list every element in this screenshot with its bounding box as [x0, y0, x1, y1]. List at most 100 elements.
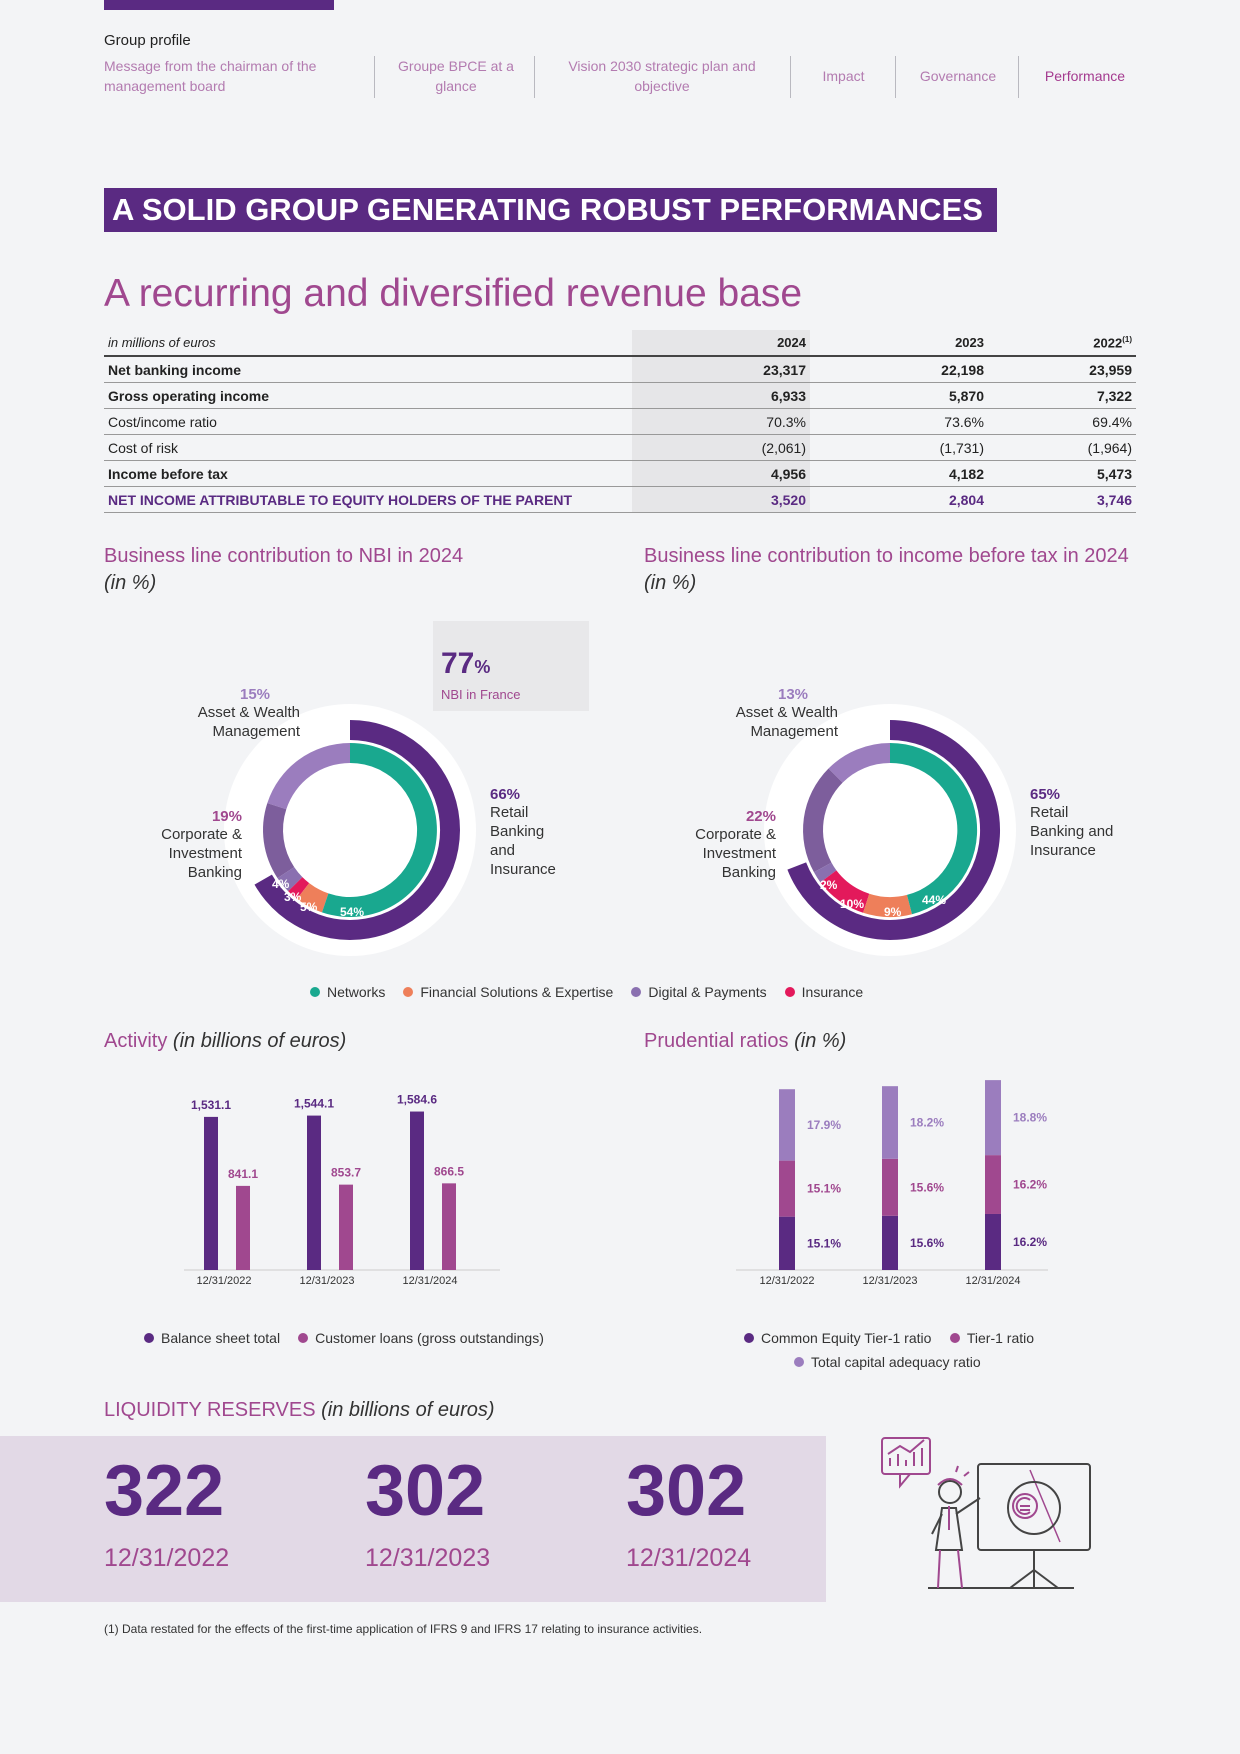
bar-value-label: 17.9% — [807, 1118, 841, 1132]
inner-label-fse: 5% — [300, 900, 318, 914]
bar-balance-sheet — [204, 1116, 218, 1270]
inner-label-networks: 54% — [340, 905, 364, 919]
nav-vision-2030[interactable]: Vision 2030 strategic plan and objective — [568, 58, 756, 94]
table-row: Income before tax 4,956 4,182 5,473 — [104, 460, 1136, 487]
bar-customer-loans — [339, 1184, 353, 1270]
table-row: Cost/income ratio 70.3% 73.6% 69.4% — [104, 408, 1136, 435]
table-row: Cost of risk (2,061) (1,731) (1,964) — [104, 434, 1136, 461]
inner-label-networks: 44% — [922, 893, 946, 907]
bar-balance-sheet — [307, 1115, 321, 1270]
nav-divider — [534, 56, 535, 98]
bar-value-label: 18.2% — [910, 1115, 944, 1129]
globe-icon — [1007, 1481, 1061, 1535]
footnote: (1) Data restated for the effects of the… — [104, 1622, 703, 1636]
ibt-cib-label: Corporate & Investment Banking — [695, 826, 776, 881]
table-header-row: in millions of euros 2024 2023 2022(1) — [104, 330, 1136, 357]
bar-value-label: 866.5 — [434, 1164, 464, 1178]
bar-cet1 — [985, 1213, 1001, 1270]
inner-label-insurance: 10% — [840, 897, 864, 911]
top-accent-bar — [104, 0, 334, 10]
bar-value-label: 1,584.6 — [397, 1093, 437, 1107]
nbi-cib-annotation: 19% Corporate & Investment Banking — [130, 808, 242, 882]
inner-label-insurance: 3% — [284, 890, 302, 904]
legend-total-capital: Total capital adequacy ratio — [794, 1354, 981, 1370]
legend-networks: Networks — [310, 984, 385, 1000]
nbi-chart-title: Business line contribution to NBI in 202… — [104, 545, 464, 594]
ibt-awm-annotation: 13% Asset & Wealth Management — [688, 686, 838, 741]
liquidity-date-2023: 12/31/2023 — [365, 1544, 491, 1572]
nbi-cib-pct: 19% — [211, 808, 242, 825]
bar-value-label: 853.7 — [331, 1166, 361, 1180]
inner-ring-awm — [828, 743, 890, 783]
liquidity-value-2023: 302 — [365, 1451, 486, 1531]
france-callout-label: NBI in France — [441, 687, 521, 702]
inner-ring-insurance — [820, 870, 870, 913]
inner-ring-fse — [297, 883, 329, 913]
x-tick-label: 12/31/2023 — [862, 1275, 917, 1287]
x-tick-label: 12/31/2024 — [965, 1275, 1020, 1287]
liquidity-value-2024: 302 — [626, 1451, 747, 1531]
activity-legend: Balance sheet total Customer loans (gros… — [144, 1330, 544, 1346]
bar-value-label: 15.1% — [807, 1182, 841, 1196]
table-row: Net banking income 23,317 22,198 23,959 — [104, 356, 1136, 383]
bar-value-label: 15.6% — [910, 1180, 944, 1194]
ibt-rbi-annotation: 65% Retail Banking and Insurance — [1030, 786, 1120, 860]
inner-ring-networks — [322, 743, 437, 917]
x-tick-label: 12/31/2023 — [299, 1275, 354, 1287]
bar-tier1 — [985, 1155, 1001, 1214]
inner-ring-digital — [277, 867, 303, 892]
legend-dot — [949, 1333, 960, 1343]
chart-bubble-icon — [881, 1437, 931, 1489]
x-tick-label: 12/31/2024 — [402, 1275, 457, 1287]
inner-ring-cib — [263, 803, 295, 879]
bar-customer-loans — [442, 1183, 456, 1270]
inner-ring-networks — [890, 742, 978, 915]
bar-value-label: 1,531.1 — [191, 1098, 231, 1112]
donut-legend: Networks Financial Solutions & Expertise… — [310, 984, 863, 1000]
presenter-illustration — [881, 1437, 1091, 1589]
bar-value-label: 15.1% — [807, 1236, 841, 1250]
ibt-chart-title: Business line contribution to income bef… — [644, 545, 1129, 594]
table-row-net-income: NET INCOME ATTRIBUTABLE TO EQUITY HOLDER… — [104, 486, 1136, 513]
nbi-awm-annotation: 15% Asset & Wealth Management — [150, 686, 300, 741]
bar-value-label: 15.6% — [910, 1236, 944, 1250]
ibt-cib-pct: 22% — [745, 808, 776, 825]
legend-insurance: Insurance — [784, 984, 863, 1000]
legend-dot — [631, 987, 642, 997]
nav-chairman-message[interactable]: Message from the chairman of the managem… — [104, 58, 317, 94]
legend-tier1: Tier-1 ratio — [949, 1330, 1034, 1346]
col-2022: 2022(1) — [988, 330, 1136, 357]
bar-total-capital — [985, 1080, 1001, 1156]
bar-total-capital — [882, 1086, 898, 1159]
legend-dot — [744, 1333, 754, 1343]
col-2024: 2024 — [632, 330, 810, 357]
nav-at-a-glance[interactable]: Groupe BPCE at a glance — [398, 58, 514, 94]
ibt-cib-annotation: 22% Corporate & Investment Banking — [664, 808, 776, 882]
unit-label: in millions of euros — [104, 330, 632, 357]
bar-tier1 — [779, 1160, 795, 1217]
board-frame — [977, 1463, 1091, 1551]
bar-value-label: 18.8% — [1013, 1111, 1047, 1125]
nbi-rbi-annotation: 66% Retail Banking and Insurance — [490, 786, 570, 879]
nav-impact[interactable]: Impact — [822, 68, 865, 84]
nav-governance[interactable]: Governance — [919, 68, 997, 84]
liquidity-value-2022: 322 — [104, 1451, 225, 1531]
bar-tier1 — [882, 1158, 898, 1216]
inner-label-digital: 2% — [820, 878, 838, 892]
legend-cet1: Common Equity Tier-1 ratio — [744, 1330, 931, 1346]
donut-background — [224, 704, 476, 956]
inner-label-digital: 4% — [272, 877, 290, 891]
bar-cet1 — [779, 1216, 795, 1270]
nav-divider — [895, 56, 896, 98]
legend-balance-sheet: Balance sheet total — [144, 1330, 280, 1346]
nbi-cib-label: Corporate & Investment Banking — [161, 826, 242, 881]
ibt-donut-chart: 2% 10% 9% 44% — [764, 704, 1016, 956]
inner-label-fse: 9% — [884, 905, 902, 919]
nbi-rbi-pct: 66% — [490, 786, 521, 803]
legend-dot — [144, 1333, 154, 1343]
table-row: Gross operating income 6,933 5,870 7,322 — [104, 382, 1136, 409]
donut-background — [764, 704, 1016, 956]
bar-value-label: 1,544.1 — [294, 1097, 334, 1111]
nav-performance[interactable]: Performance — [1044, 68, 1126, 84]
nbi-donut-chart: 4% 3% 5% 54% — [224, 704, 476, 956]
